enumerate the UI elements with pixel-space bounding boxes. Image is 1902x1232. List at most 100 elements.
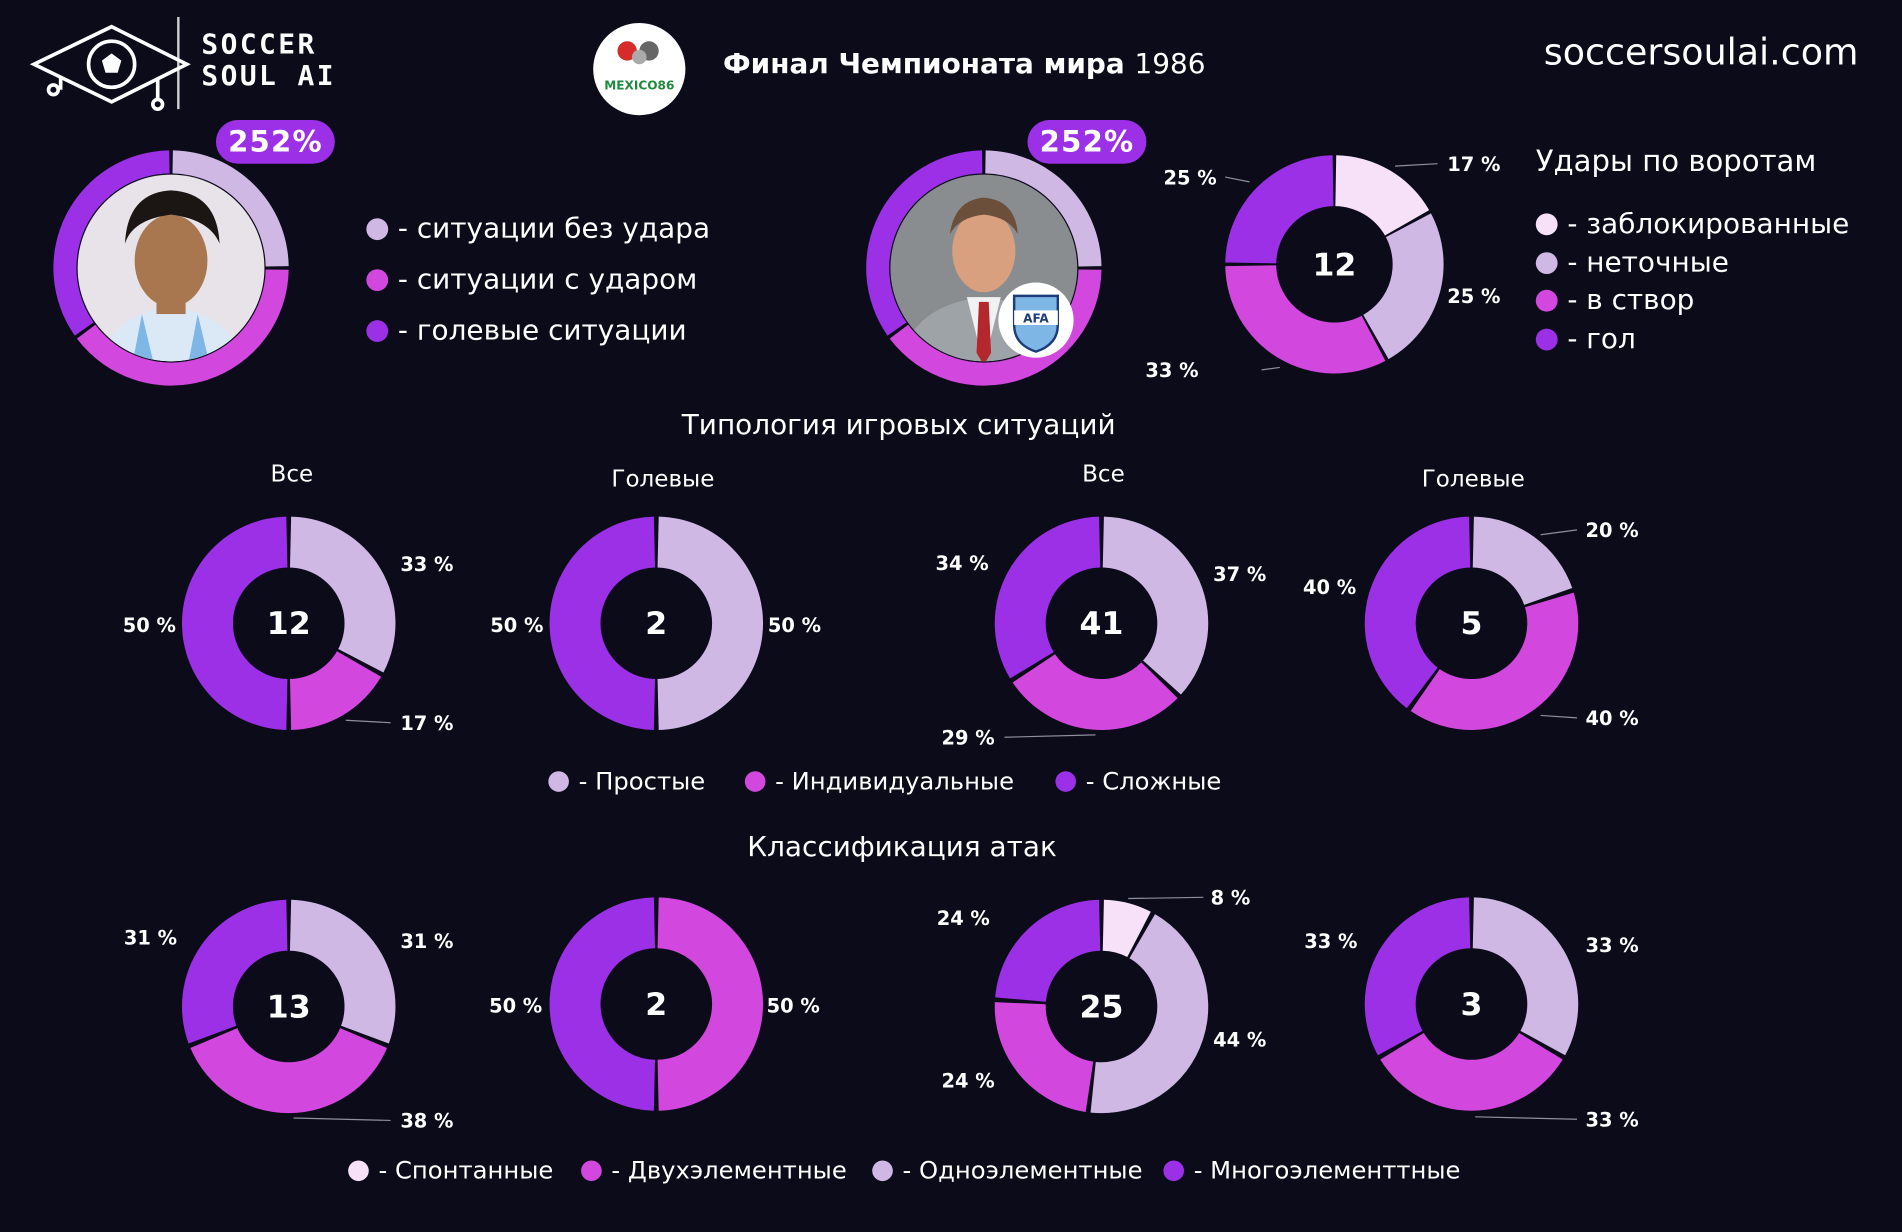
slice-label: 20 % xyxy=(1586,519,1639,542)
slice-label: 25 % xyxy=(1447,285,1500,308)
attacks-title: Классификация атак xyxy=(747,831,1057,864)
right-percentage-pill: 252% xyxy=(1027,120,1147,164)
donut-slice xyxy=(1363,213,1444,360)
player-avatar xyxy=(77,174,265,362)
donut-total: 3 xyxy=(1461,987,1483,1023)
legend-swatch-icon xyxy=(366,320,389,342)
slice-label: 31 % xyxy=(400,930,453,953)
legend-swatch-icon xyxy=(1055,770,1077,792)
donut-slice xyxy=(1102,516,1209,695)
legend-swatch-icon xyxy=(548,770,569,792)
leader-line xyxy=(1128,896,1204,900)
donut-slice xyxy=(995,899,1101,1002)
legend-swatch-icon xyxy=(581,1159,602,1181)
donut-slice xyxy=(657,516,764,730)
donut-attacks-3: 8 % 44 % 24 % 24 % 25 xyxy=(937,887,1266,1114)
leader-line xyxy=(293,1117,391,1122)
leader-line xyxy=(345,719,391,724)
legend-label: - Одноэлементные xyxy=(902,1155,1143,1185)
donut-slice xyxy=(1090,914,1209,1114)
slice-label: 33 % xyxy=(1586,1109,1639,1132)
donut-slice xyxy=(1102,899,1151,957)
title-year: 1986 xyxy=(1134,48,1206,81)
donut-total: 2 xyxy=(645,606,667,642)
attacks-legend-item: - Спонтанные xyxy=(348,1156,553,1185)
typology-legend-item: - Простые xyxy=(548,766,705,795)
leader-line xyxy=(1261,366,1280,371)
afa-badge-text: AFA xyxy=(1023,312,1049,326)
slice-label: 8 % xyxy=(1211,887,1251,910)
legend-label: - в створ xyxy=(1567,284,1695,317)
slice-label: 50 % xyxy=(768,614,821,637)
slice-label: 31 % xyxy=(124,927,177,950)
legend-label: - голевые ситуации xyxy=(397,315,687,347)
donut-slice xyxy=(1364,897,1471,1056)
legend-label: - Спонтанные xyxy=(378,1155,554,1185)
donut-slice xyxy=(1410,592,1579,730)
donut-slice xyxy=(657,897,764,1111)
brand-line-1: SOCCER xyxy=(201,29,317,61)
slice-label: 37 % xyxy=(1213,563,1266,586)
typology-title: Типология игровых ситуаций xyxy=(681,409,1116,442)
slice-label: 17 % xyxy=(400,712,453,735)
subtitle-all-right: Все xyxy=(1082,460,1125,488)
legend-swatch-icon xyxy=(1535,213,1558,236)
leader-line xyxy=(1540,714,1578,719)
afa-badge-icon: AFA xyxy=(998,282,1074,358)
leader-line xyxy=(1004,734,1096,738)
legend-swatch-icon xyxy=(366,269,389,292)
emblem-text: MEXICO86 xyxy=(604,79,674,93)
typology-legend-item: - Индивидуальные xyxy=(744,766,1014,795)
slice-label: 33 % xyxy=(1304,930,1357,953)
slice-label: 24 % xyxy=(942,1070,995,1093)
slice-label: 29 % xyxy=(942,727,995,750)
title-main: Финал Чемпионата мира xyxy=(723,48,1125,81)
leader-line xyxy=(1395,163,1438,167)
legend-label: - Двухэлементные xyxy=(611,1155,847,1185)
leader-line xyxy=(1540,529,1578,536)
donut-slice xyxy=(994,516,1101,679)
attacks-legend-item: - Двухэлементные xyxy=(581,1156,847,1185)
donut-slice xyxy=(181,516,288,730)
donut-slice xyxy=(1380,1033,1563,1111)
leader-line xyxy=(1225,176,1250,183)
slice-label: 50 % xyxy=(490,614,543,637)
donut-slice xyxy=(76,269,289,386)
donut-slice xyxy=(985,150,1102,267)
slice-label: 24 % xyxy=(937,907,990,930)
legend-label: - заблокированные xyxy=(1567,208,1850,241)
slice-label: 33 % xyxy=(1145,359,1198,382)
donut-typology-all-right: 37 % 29 % 34 % 41 xyxy=(935,516,1266,750)
slice-label: 50 % xyxy=(489,995,542,1018)
donut-attacks-2: 50 % 50 % 2 xyxy=(489,897,820,1111)
slice-label: 50 % xyxy=(767,995,820,1018)
left-percentage-pill: 252% xyxy=(215,120,336,164)
donut-total: 41 xyxy=(1080,606,1124,642)
donut-typology-goal-right: 20 % 40 % 40 % 5 xyxy=(1303,516,1639,730)
donut-total: 12 xyxy=(267,606,311,642)
donut-attacks-1: 31 % 38 % 31 % 13 xyxy=(124,899,454,1133)
legend-swatch-icon xyxy=(744,770,766,792)
donut-slice xyxy=(549,516,656,730)
donut-shots: 17 % 25 % 33 % 25 % 12 xyxy=(1145,153,1500,382)
slice-label: 17 % xyxy=(1447,153,1500,176)
donut-player-ring-right xyxy=(866,150,1102,386)
logo-divider xyxy=(177,16,180,110)
slice-label: 44 % xyxy=(1213,1028,1266,1051)
legend-label: - неточные xyxy=(1567,247,1729,279)
donut-total: 25 xyxy=(1080,989,1124,1025)
legend-label: - ситуации без удара xyxy=(397,213,711,245)
donut-typology-goal-left: 50 % 50 % 2 xyxy=(490,516,821,730)
donut-slice xyxy=(1012,654,1178,730)
shots-legend-item: - заблокированные xyxy=(1535,208,1850,241)
donut-total: 12 xyxy=(1312,247,1356,283)
donut-slice xyxy=(549,897,656,1111)
mexico86-emblem-icon: MEXICO86 xyxy=(593,23,686,116)
donut-slice xyxy=(289,651,382,730)
shots-legend-item: - гол xyxy=(1535,324,1636,355)
website-link[interactable]: soccersoulai.com xyxy=(1543,31,1859,74)
donut-typology-all-left: 33 % 17 % 50 % 12 xyxy=(123,516,454,735)
legend-swatch-icon xyxy=(1535,328,1558,351)
shots-legend-title: Удары по воротам xyxy=(1535,144,1817,179)
